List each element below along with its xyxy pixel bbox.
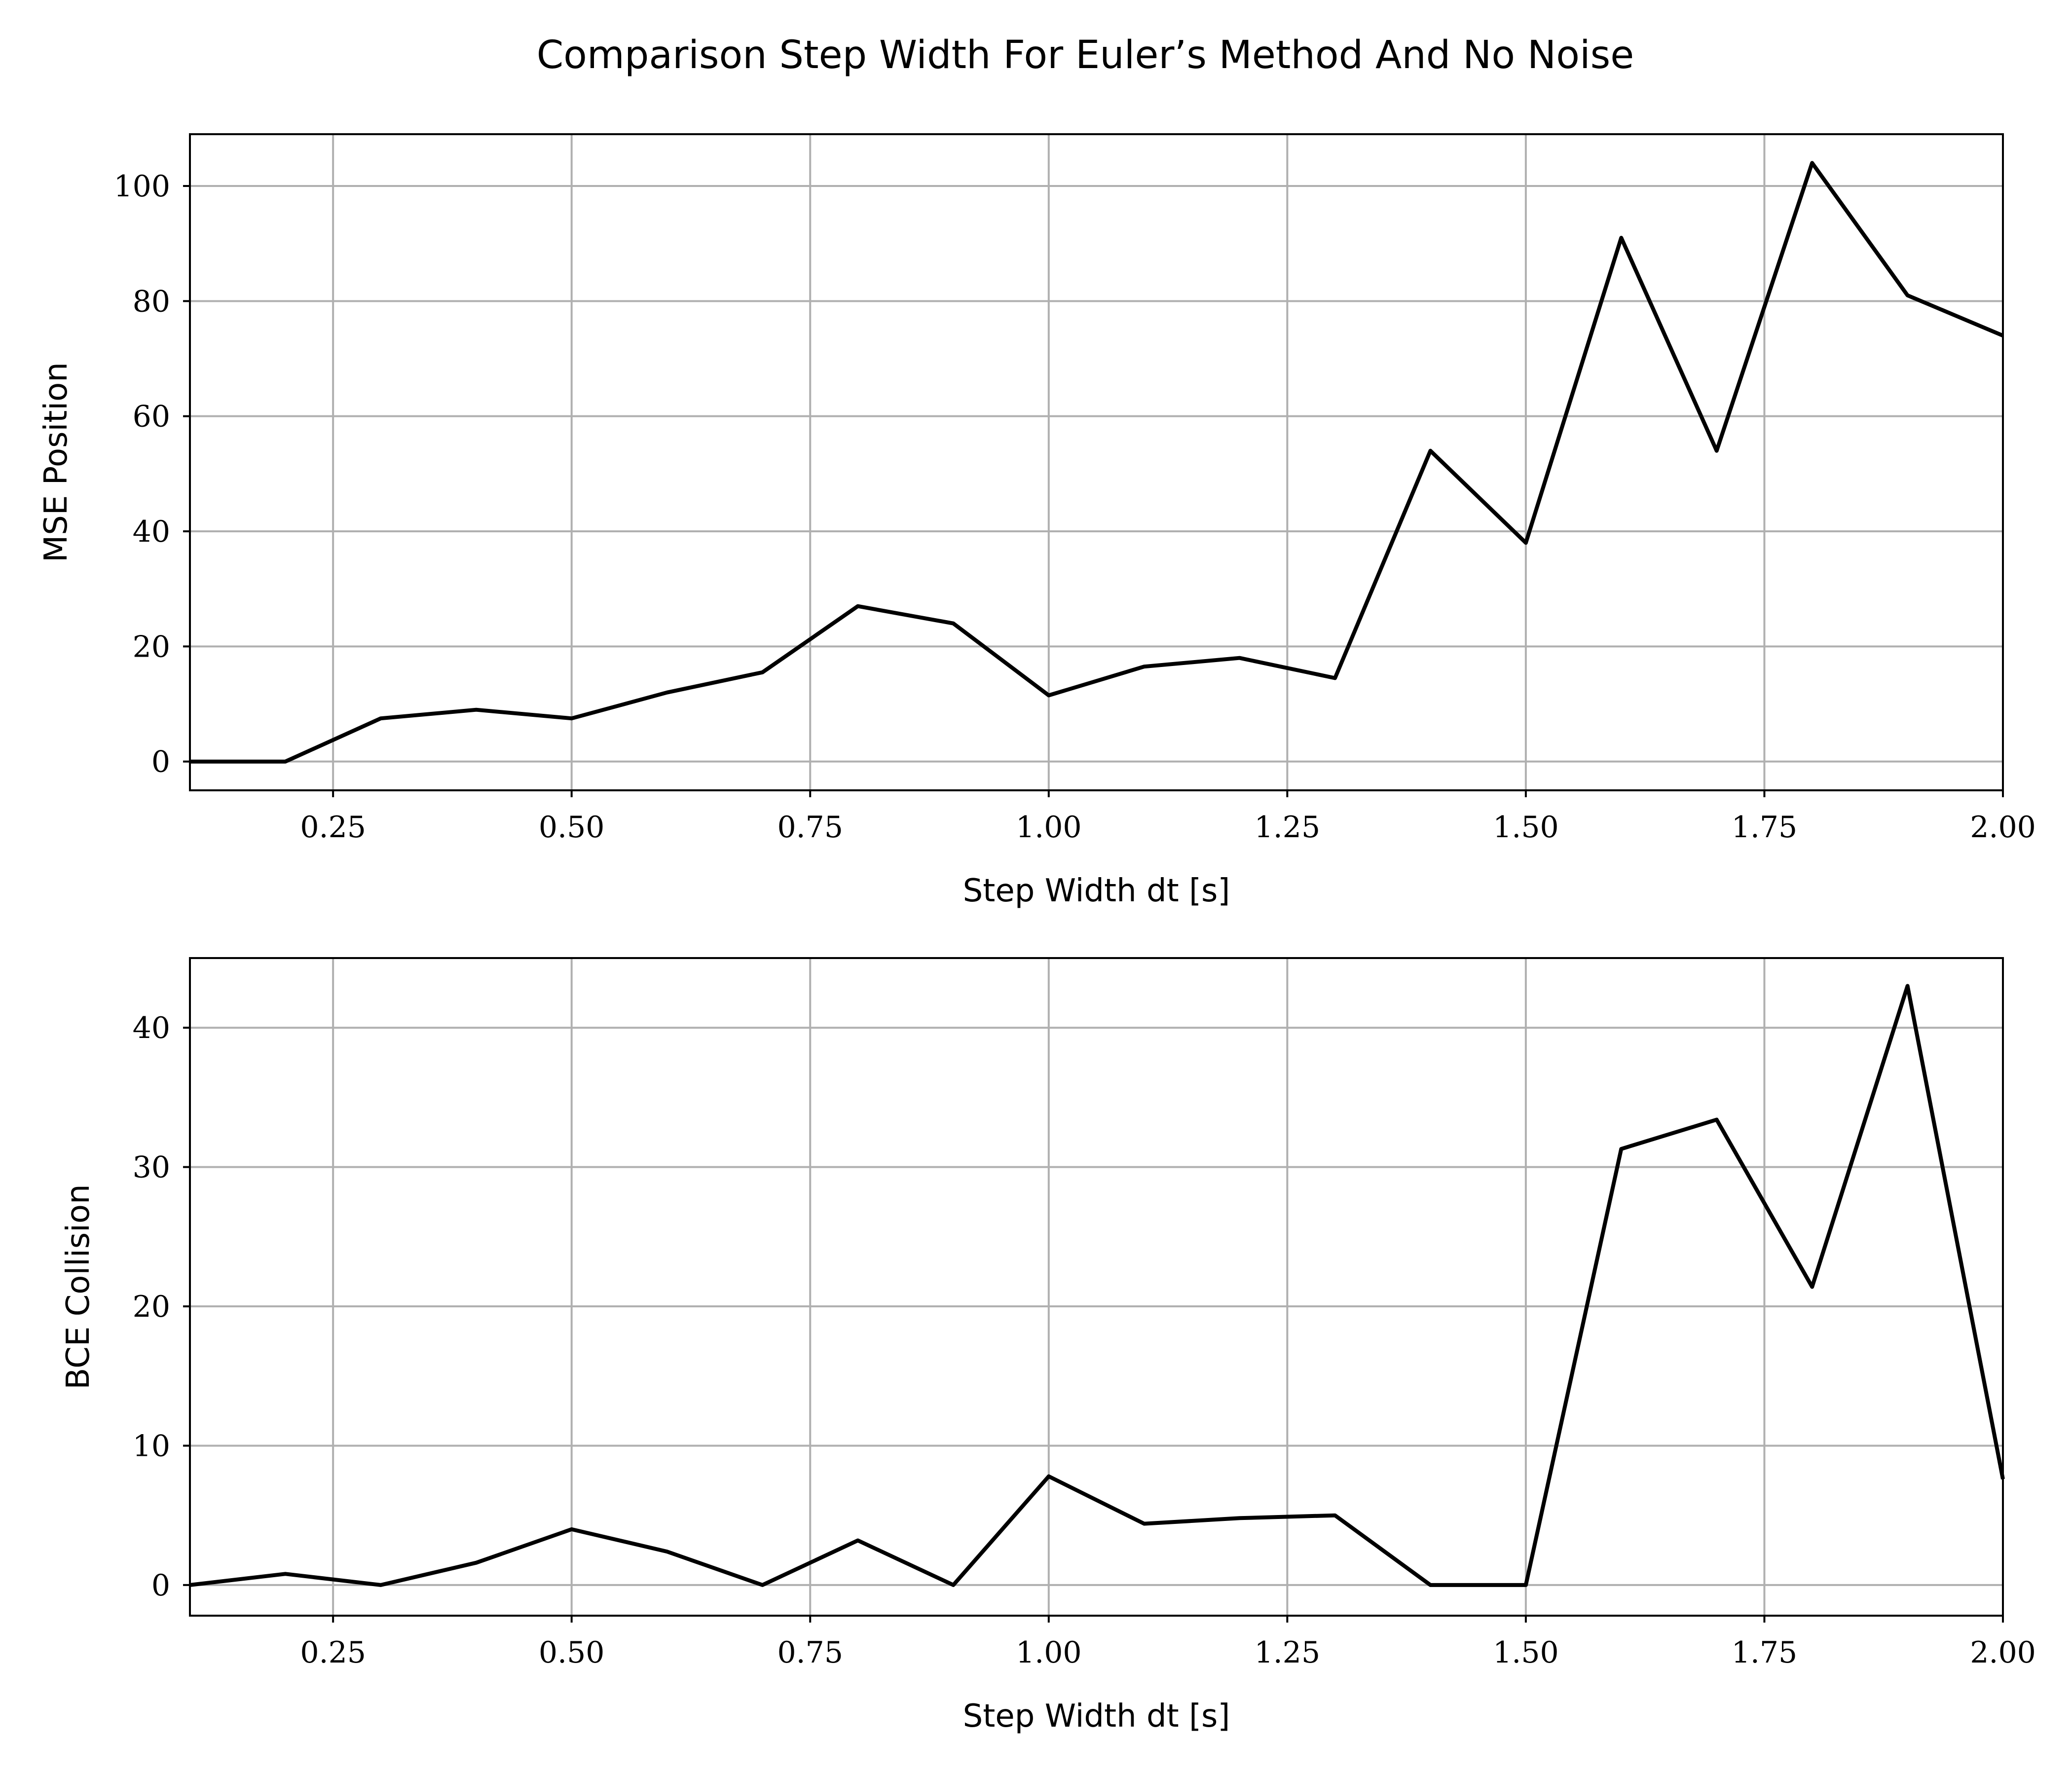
series-line (189, 984, 2005, 1587)
x-tick-label: 1.50 (1493, 810, 1559, 845)
x-axis-label: Step Width dt [s] (963, 873, 1230, 909)
x-tick-label: 0.25 (300, 810, 366, 845)
x-tick-label: 2.00 (1970, 1635, 2036, 1670)
y-tick-label: 100 (113, 169, 170, 204)
y-tick-label: 40 (133, 515, 170, 549)
plot-frame (189, 957, 2004, 1617)
x-tick-label: 1.25 (1255, 810, 1321, 845)
x-tick-label: 2.00 (1970, 810, 2036, 845)
figure-title: Comparison Step Width For Euler’s Method… (537, 33, 1634, 77)
x-tick-label: 1.00 (1016, 810, 1082, 845)
x-tick-label: 0.25 (300, 1635, 366, 1670)
y-tick-label: 80 (133, 284, 170, 319)
x-tick-label: 1.00 (1016, 1635, 1082, 1670)
x-tick-label: 0.50 (539, 810, 605, 845)
x-axis-label: Step Width dt [s] (963, 1698, 1230, 1735)
y-tick-label: 40 (133, 1011, 170, 1045)
y-tick-label: 30 (133, 1150, 170, 1185)
bce-collision-chart: 0.25 0.50 0.75 1.00 1.25 1.50 1.75 2.00 0 10 20 30 4… (60, 957, 2036, 1735)
y-axis-label: MSE Position (38, 362, 74, 562)
y-tick-label: 20 (133, 629, 170, 664)
x-tick-label: 0.75 (777, 810, 843, 845)
y-tick-label: 20 (133, 1290, 170, 1324)
x-tick-label: 0.50 (539, 1635, 605, 1670)
x-tick-label: 1.50 (1493, 1635, 1559, 1670)
y-tick-label: 60 (133, 400, 170, 434)
x-tick-label: 1.75 (1732, 1635, 1798, 1670)
x-tick-label: 0.75 (777, 1635, 843, 1670)
y-tick-label: 0 (151, 745, 170, 779)
y-axis-label: BCE Collision (60, 1184, 97, 1389)
series-line (190, 161, 2004, 764)
y-tick-label: 0 (151, 1568, 170, 1603)
x-tick-label: 1.75 (1732, 810, 1798, 845)
y-tick-label: 10 (133, 1429, 170, 1463)
mse-position-chart: 0.25 0.50 0.75 1.00 1.25 1.50 1.75 2.00 0 20 40 60 8… (38, 133, 2036, 909)
plot-frame (189, 133, 2004, 791)
x-tick-label: 1.25 (1255, 1635, 1321, 1670)
